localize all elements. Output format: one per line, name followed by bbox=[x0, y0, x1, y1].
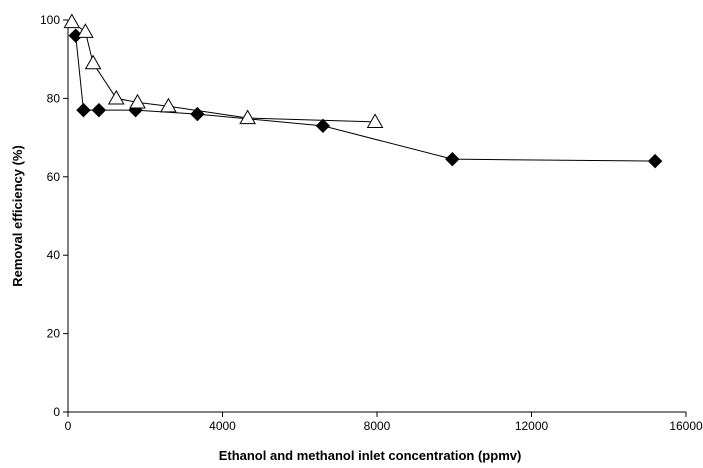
y-tick-label: 80 bbox=[47, 91, 61, 105]
series-lines bbox=[71, 21, 656, 162]
diamond-marker bbox=[315, 118, 331, 134]
x-tick-label: 0 bbox=[65, 419, 72, 433]
y-tick-label: 20 bbox=[47, 327, 61, 341]
diamond-marker bbox=[91, 102, 107, 118]
diamond-marker bbox=[76, 102, 91, 118]
y-tick-label: 40 bbox=[47, 248, 61, 262]
series-1-line bbox=[75, 35, 656, 162]
y-tick-label: 0 bbox=[53, 405, 60, 419]
series-2-line bbox=[71, 21, 376, 123]
triangle-marker bbox=[84, 54, 102, 70]
x-tick-label: 16000 bbox=[669, 419, 703, 433]
axes bbox=[67, 20, 686, 413]
x-tick-label: 4000 bbox=[209, 419, 236, 433]
x-tick-label: 12000 bbox=[515, 419, 549, 433]
diamond-marker bbox=[190, 106, 205, 122]
triangle-marker bbox=[63, 13, 81, 29]
ticks: 0 4000 8000 12000 16000 0 20 40 60 80 100 bbox=[40, 13, 703, 433]
triangle-marker bbox=[239, 109, 256, 125]
triangle-marker bbox=[107, 89, 125, 105]
x-axis-title: Ethanol and methanol inlet concentration… bbox=[219, 448, 522, 463]
y-tick-label: 60 bbox=[47, 170, 61, 184]
markers bbox=[63, 13, 663, 169]
x-tick-label: 8000 bbox=[364, 419, 391, 433]
diamond-marker bbox=[445, 151, 460, 167]
triangle-marker bbox=[129, 93, 146, 109]
y-axis-title: Removal efficiency (%) bbox=[10, 145, 25, 287]
diamond-marker bbox=[647, 153, 663, 169]
triangle-marker bbox=[160, 97, 177, 113]
triangle-marker bbox=[366, 113, 384, 129]
triangle-marker bbox=[77, 23, 94, 38]
y-tick-label: 100 bbox=[40, 13, 60, 27]
